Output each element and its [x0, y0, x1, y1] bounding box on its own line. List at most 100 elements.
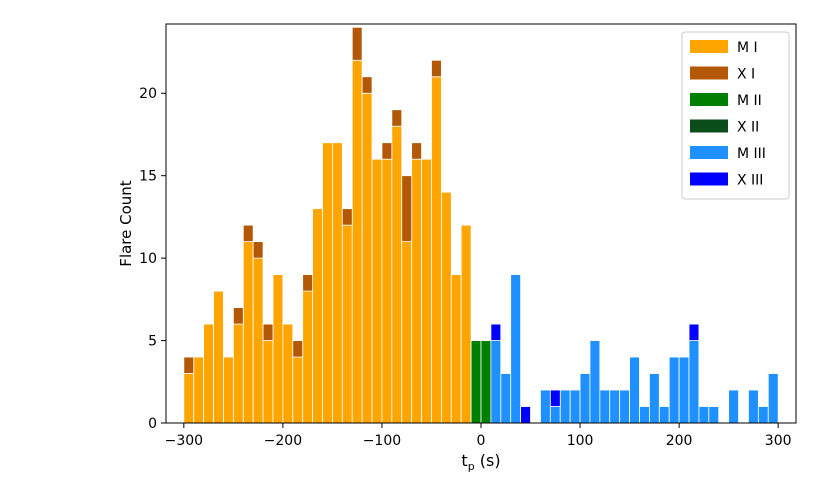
bar-x-iii — [549, 389, 561, 407]
bar-m-i — [440, 191, 452, 424]
bar-m-i — [292, 356, 304, 424]
bar-m-iii — [678, 356, 690, 424]
bar-m-i — [262, 340, 274, 424]
bar-m-i — [411, 158, 422, 424]
bar-m-i — [223, 356, 234, 424]
x-tick-label: 0 — [477, 433, 486, 449]
bar-m-i — [232, 323, 244, 424]
bar-m-iii — [728, 389, 739, 424]
bar-m-i — [361, 92, 373, 424]
bar-m-iii — [668, 356, 680, 424]
bar-m-iii — [569, 389, 581, 424]
bar-x-i — [242, 224, 254, 243]
bar-m-i — [322, 142, 333, 424]
x-axis-label-unit: (s) — [475, 451, 501, 470]
bar-x-i — [391, 109, 403, 127]
bar-m-iii — [767, 373, 779, 424]
bar-m-i — [213, 290, 224, 424]
bar-m-iii — [648, 373, 660, 424]
x-axis-label: tp (s) — [461, 451, 500, 473]
bar-m-i — [193, 356, 205, 424]
bar-x-i — [351, 26, 363, 61]
y-tick-label: 20 — [139, 86, 157, 102]
bar-x-iii — [490, 323, 502, 341]
x-tick-label: 200 — [666, 433, 693, 449]
bar-m-i — [391, 125, 403, 424]
legend-label: M I — [737, 40, 758, 56]
legend-label: M II — [737, 93, 762, 109]
bar-m-iii — [599, 389, 611, 424]
bar-x-i — [341, 208, 353, 226]
bar-m-iii — [757, 406, 769, 424]
bar-m-iii — [549, 406, 561, 424]
x-axis-label-subscript: p — [468, 460, 475, 473]
bar-m-iii — [708, 406, 720, 424]
bar-m-iii — [639, 406, 650, 424]
x-axis-ticks: −300 −200 −100 0 100 200 300 — [165, 423, 792, 449]
bar-m-i — [460, 224, 472, 424]
bar-m-i — [381, 158, 393, 424]
bar-m-iii — [490, 340, 502, 424]
x-tick-label: 300 — [765, 433, 792, 449]
legend-swatch — [690, 172, 728, 186]
x-tick-label: −100 — [363, 433, 401, 449]
bar-m-iii — [589, 340, 601, 424]
bar-m-i — [272, 274, 284, 424]
legend-label: X III — [737, 173, 763, 189]
bar-m-i — [203, 323, 214, 424]
bar-x-i — [262, 323, 274, 341]
bar-m-iii — [540, 389, 551, 424]
bar-x-i — [431, 59, 442, 78]
bar-m-i — [450, 274, 462, 424]
bar-x-iii — [688, 323, 700, 341]
bar-x-i — [302, 274, 314, 292]
x-tick-label: 100 — [567, 433, 594, 449]
bar-m-iii — [698, 406, 710, 424]
bar-m-iii — [559, 389, 571, 424]
bar-m-i — [242, 241, 254, 424]
bar-x-i — [252, 241, 264, 259]
bar-m-iii — [629, 356, 640, 424]
bar-m-iii — [658, 406, 670, 424]
x-tick-label: −200 — [264, 433, 302, 449]
bar-x-i — [381, 142, 393, 160]
bar-m-ii — [480, 340, 492, 424]
bar-m-i — [371, 158, 383, 424]
bar-x-i — [361, 76, 373, 94]
legend-swatch — [690, 119, 728, 133]
x-axis-label-main: t — [461, 451, 467, 470]
bar-x-i — [292, 340, 304, 358]
bar-x-i — [232, 307, 244, 325]
bar-m-iii — [688, 340, 700, 424]
bar-m-iii — [510, 274, 522, 424]
legend-swatch — [690, 40, 728, 53]
bar-m-i — [401, 241, 413, 424]
bar-m-i — [282, 323, 294, 424]
bar-m-i — [312, 208, 323, 424]
bar-m-i — [431, 76, 442, 424]
legend-label: M III — [737, 146, 766, 162]
bar-m-i — [302, 290, 314, 424]
bar-m-iii — [619, 389, 630, 424]
bar-m-ii — [470, 340, 482, 424]
bars-layer — [183, 26, 779, 424]
y-axis-label: Flare Count — [117, 180, 135, 266]
legend-label: X I — [737, 67, 755, 83]
bar-x-i — [183, 356, 195, 374]
bar-m-iii — [579, 373, 591, 424]
bar-x-iii — [520, 406, 531, 424]
x-tick-label: −300 — [165, 433, 203, 449]
bar-m-i — [351, 59, 363, 424]
bar-m-iii — [500, 373, 512, 424]
legend-swatch — [690, 146, 728, 159]
bar-x-i — [411, 142, 422, 160]
y-tick-label: 15 — [139, 169, 157, 185]
bar-m-i — [341, 224, 353, 424]
legend-swatch — [690, 93, 728, 106]
bar-m-i — [183, 373, 195, 424]
bar-x-i — [401, 175, 413, 243]
y-tick-label: 10 — [139, 251, 157, 267]
bar-m-iii — [609, 389, 621, 424]
legend: M I X I M II X II M III X III — [681, 31, 790, 200]
